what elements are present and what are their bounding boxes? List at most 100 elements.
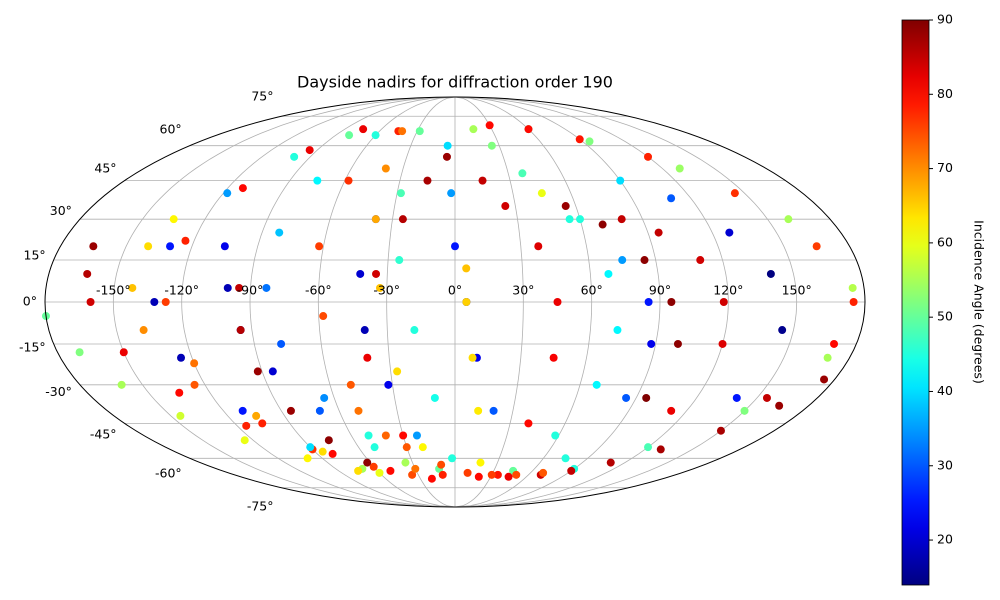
data-point — [181, 236, 190, 245]
y-tick-label: -30° — [45, 384, 72, 399]
data-point — [371, 215, 380, 224]
colorbar-tick-label: 60 — [937, 234, 953, 249]
data-point — [75, 348, 84, 357]
data-point — [606, 458, 615, 467]
data-point — [778, 326, 787, 335]
data-point — [89, 242, 98, 251]
data-point — [740, 406, 749, 415]
data-point — [504, 472, 513, 481]
data-point — [673, 339, 682, 348]
data-point — [242, 421, 251, 430]
data-point — [166, 242, 175, 251]
data-point — [396, 189, 405, 198]
data-point — [423, 176, 432, 185]
x-tick-label: 90° — [649, 283, 671, 298]
data-point — [644, 298, 653, 306]
data-point — [667, 194, 676, 203]
data-point — [762, 393, 771, 402]
data-point — [328, 449, 337, 458]
data-point — [534, 242, 543, 251]
data-point — [363, 353, 372, 362]
colorbar-tick-label: 40 — [937, 383, 953, 398]
data-point — [493, 470, 502, 479]
data-point — [381, 431, 390, 440]
data-point — [553, 298, 562, 306]
data-point — [696, 256, 705, 265]
data-point — [415, 127, 424, 136]
data-point — [262, 283, 271, 292]
data-point — [169, 215, 178, 224]
data-point — [766, 269, 775, 278]
data-point — [398, 215, 407, 224]
data-point — [487, 141, 496, 150]
x-tick-label: -150° — [96, 283, 131, 298]
data-point — [451, 242, 459, 251]
map-boundary — [44, 96, 866, 508]
data-point — [667, 406, 676, 415]
y-tick-label: 60° — [160, 122, 182, 137]
y-tick-label: 15° — [24, 248, 46, 263]
data-point — [598, 220, 607, 229]
data-point — [474, 406, 483, 415]
data-point — [644, 443, 653, 452]
colorbar-tick-label: 50 — [937, 309, 953, 324]
data-point — [604, 269, 613, 278]
data-point — [537, 189, 546, 198]
y-tick-label: -60° — [155, 465, 182, 480]
data-point — [386, 466, 395, 475]
data-point — [412, 431, 421, 440]
data-point — [235, 283, 244, 292]
data-point — [86, 298, 95, 306]
data-point — [313, 176, 322, 185]
y-tick-label: -15° — [19, 339, 46, 354]
data-point — [487, 470, 496, 479]
data-point — [775, 401, 784, 410]
data-point — [561, 202, 570, 211]
data-point — [575, 135, 584, 144]
colorbar-tick-label: 80 — [937, 86, 953, 101]
data-point — [161, 298, 170, 306]
data-point — [654, 228, 663, 237]
data-point — [823, 353, 832, 362]
data-point — [443, 141, 452, 150]
data-point — [371, 131, 380, 140]
data-point — [410, 326, 419, 335]
data-point — [220, 242, 229, 251]
data-point — [438, 470, 447, 479]
data-point — [376, 283, 385, 292]
data-point — [318, 447, 327, 456]
data-point — [370, 443, 379, 452]
data-point — [346, 380, 355, 389]
data-point — [144, 242, 153, 251]
data-point — [427, 474, 436, 483]
data-point — [238, 184, 247, 193]
data-point — [732, 393, 741, 402]
data-point — [489, 406, 498, 415]
data-point — [411, 464, 420, 473]
data-point — [585, 137, 594, 146]
y-tick-label: -75° — [247, 499, 274, 514]
data-point — [618, 256, 627, 265]
data-point — [303, 454, 312, 463]
data-point — [277, 339, 286, 348]
data-point — [613, 326, 622, 335]
data-point — [642, 393, 651, 402]
data-point — [324, 436, 333, 445]
y-tick-label: 0° — [23, 294, 37, 309]
data-point — [393, 367, 402, 376]
data-point — [286, 406, 295, 415]
x-tick-label: 30° — [512, 283, 534, 298]
data-point — [252, 411, 261, 420]
x-tick-label: -60° — [305, 283, 332, 298]
colorbar — [901, 19, 930, 586]
data-point — [576, 215, 585, 224]
x-tick-label: 150° — [782, 283, 812, 298]
y-tick-label: 75° — [251, 88, 273, 103]
data-point — [223, 283, 232, 292]
data-point — [478, 176, 487, 185]
data-point — [716, 426, 725, 435]
colorbar-tick-label: 20 — [937, 532, 953, 547]
data-point — [399, 431, 408, 440]
data-point — [448, 454, 457, 463]
